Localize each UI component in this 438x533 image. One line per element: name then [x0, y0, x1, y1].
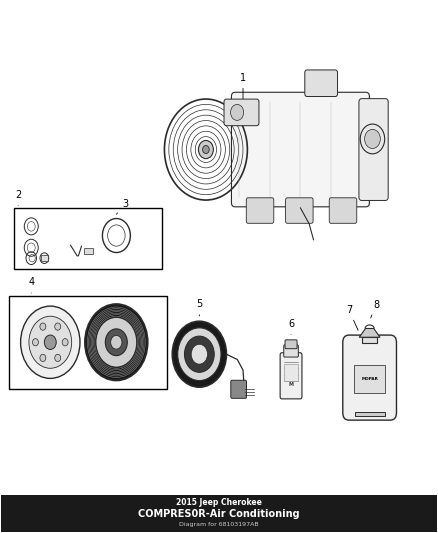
Circle shape [29, 316, 72, 368]
Circle shape [198, 141, 213, 159]
Circle shape [203, 146, 209, 154]
Text: COMPRES0R-Air Conditioning: COMPRES0R-Air Conditioning [138, 508, 300, 519]
Circle shape [360, 124, 385, 154]
Circle shape [40, 323, 46, 330]
Circle shape [40, 354, 46, 361]
Bar [14, 208, 162, 269]
Circle shape [85, 304, 148, 381]
Text: MOPAR: MOPAR [361, 377, 378, 381]
Circle shape [62, 338, 68, 346]
Text: 6: 6 [288, 319, 294, 335]
Text: M: M [289, 382, 293, 387]
Polygon shape [359, 328, 380, 337]
Bar [362, 337, 377, 343]
FancyBboxPatch shape [280, 353, 302, 399]
Text: 4: 4 [28, 278, 34, 293]
Bar [1, 495, 437, 532]
Text: 2: 2 [15, 190, 21, 205]
Circle shape [55, 323, 61, 330]
Text: Diagram for 68103197AB: Diagram for 68103197AB [179, 522, 259, 527]
Bar [355, 412, 385, 416]
Circle shape [184, 336, 214, 373]
FancyBboxPatch shape [285, 340, 297, 349]
FancyBboxPatch shape [284, 345, 298, 357]
Text: 7: 7 [346, 305, 358, 330]
Circle shape [230, 104, 244, 120]
Text: 5: 5 [196, 299, 202, 316]
FancyBboxPatch shape [359, 99, 388, 200]
Bar [284, 364, 298, 381]
Circle shape [172, 321, 226, 387]
Circle shape [111, 335, 122, 349]
Text: 8: 8 [371, 300, 379, 318]
FancyBboxPatch shape [231, 92, 369, 207]
Bar [84, 248, 93, 254]
Text: 3: 3 [117, 199, 128, 214]
FancyBboxPatch shape [224, 99, 259, 126]
Circle shape [191, 344, 208, 364]
Text: 2015 Jeep Cherokee: 2015 Jeep Cherokee [176, 498, 262, 507]
Circle shape [105, 329, 127, 356]
FancyBboxPatch shape [246, 198, 274, 223]
FancyBboxPatch shape [329, 198, 357, 223]
FancyBboxPatch shape [231, 380, 247, 398]
Circle shape [96, 317, 137, 367]
Bar [10, 296, 166, 389]
Text: 1: 1 [240, 73, 246, 99]
Circle shape [178, 328, 221, 381]
Circle shape [55, 354, 61, 361]
FancyBboxPatch shape [343, 335, 396, 420]
Circle shape [21, 306, 80, 378]
Bar [41, 255, 48, 261]
Circle shape [44, 335, 56, 350]
FancyBboxPatch shape [305, 70, 338, 96]
Bar [354, 365, 385, 393]
Circle shape [32, 338, 39, 346]
Circle shape [364, 130, 380, 149]
FancyBboxPatch shape [286, 198, 313, 223]
